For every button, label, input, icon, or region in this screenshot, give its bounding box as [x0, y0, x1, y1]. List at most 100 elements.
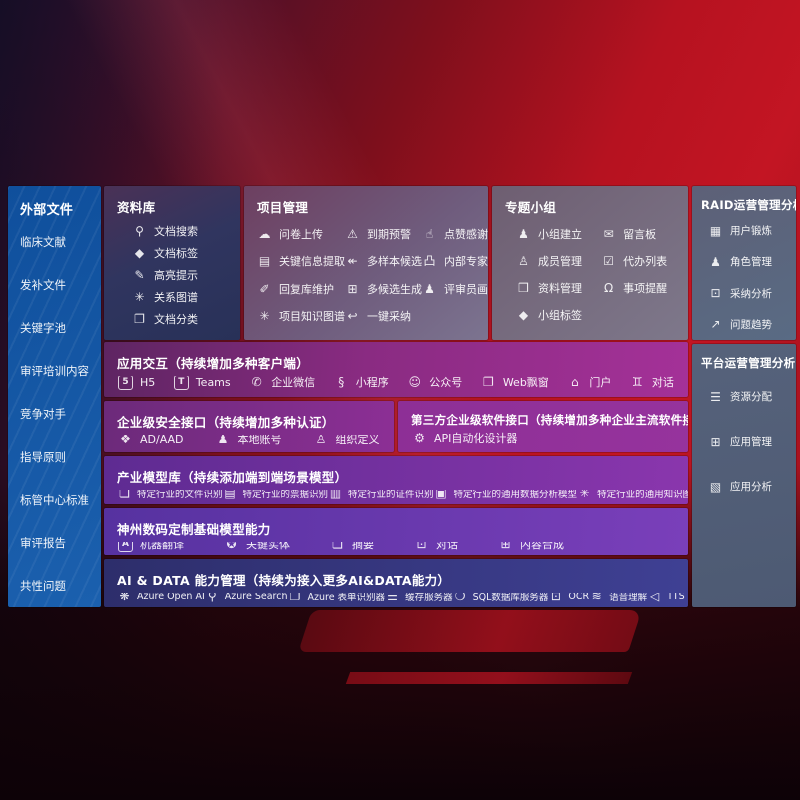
internal-expert-ranking: 凸内部专家排名	[422, 253, 488, 269]
person-icon: ♟	[424, 281, 435, 296]
doc-classification: ❐ 文档分类	[132, 311, 232, 327]
thumbs-up-icon: ☝	[425, 226, 434, 241]
local-account-label: 本地账号	[237, 435, 282, 446]
adopt-arrow-icon: ↩	[347, 309, 358, 324]
industry-file-recognition-label: 特定行业的文件识别	[137, 490, 223, 500]
ocr-label: OCR	[568, 593, 590, 602]
supplement-files: 发补文件	[8, 277, 101, 293]
tts: ◁ TTS	[647, 593, 685, 603]
project-knowledge-graph: ✳ 项目知识图谱	[257, 308, 345, 324]
openai-knot-icon: ❋	[119, 593, 130, 603]
topic-groups-title: 专题小组	[505, 200, 557, 215]
speaker-icon: ◁	[650, 593, 660, 603]
highlight-hints-label: 高亮提示	[154, 269, 198, 282]
h5-logo-icon: 5	[118, 376, 133, 390]
review-training-content-label: 审评培训内容	[20, 363, 89, 378]
file-icon: ❏	[119, 490, 130, 500]
tag-icon: ◆	[518, 307, 529, 322]
highlight-hints: ✎ 高亮提示	[132, 267, 232, 283]
app-management-label: 应用管理	[730, 436, 772, 448]
id-card-icon: ▥	[329, 490, 342, 500]
security-interface-title: 企业级安全接口（持续增加多种认证）	[117, 415, 335, 430]
keyword-pool-label: 关键字池	[20, 320, 66, 335]
form-scan-icon: ❐	[289, 593, 301, 603]
like-thanks: ☝ 点赞感谢	[422, 226, 488, 242]
web-popup-label: Web飘窗	[502, 376, 549, 389]
relation-graph-label: 关系图谱	[154, 291, 198, 304]
tts-label: TTS	[667, 593, 685, 602]
resource-allocation: ☰ 资源分配	[692, 389, 796, 404]
base-models-title: 神州数码定制基础模型能力	[117, 522, 271, 537]
api-auto-designer-label: API自动化设计器	[434, 432, 518, 445]
content-synthesis-label: 内容合成	[520, 542, 564, 551]
server-stack-icon: ☰	[387, 593, 398, 603]
reply-library-maintenance: ✐ 回复库维护	[257, 281, 345, 297]
gear-icon: ⚙	[414, 432, 425, 445]
material-management: ❒ 资料管理	[516, 280, 601, 296]
machine-translation-label: 机器翻译	[140, 542, 184, 551]
cache-server: ☰ 缓存服务器	[385, 593, 452, 603]
raid-analysis-title: RAID运营管理分析	[701, 198, 796, 212]
ai-data-title: AI & DATA 能力管理（持续为接入更多AI&DATA能力）	[117, 573, 451, 588]
background-red-slab	[298, 610, 642, 652]
teams-label: Teams	[195, 376, 231, 389]
ad-aad-label: AD/AAD	[140, 435, 184, 446]
doc-search-label: 文档搜索	[154, 225, 198, 238]
invoice-icon: ▤	[224, 490, 236, 500]
key-entities: ✪ 关键实体	[224, 542, 290, 552]
summary-doc-icon: ❏	[332, 542, 343, 551]
industry-models-row: 产业模型库（持续添加端到端场景模型） ❏ 特定行业的文件识别 ▤ 特定行业的票据识别 ▥…	[104, 456, 688, 504]
database-icon: ❍	[454, 593, 466, 603]
industry-id-recognition-label: 特定行业的证件识别	[348, 490, 434, 500]
app-interaction-items: 5 H5 T Teams ✆ 企业微信 § 小程序 ☺ 公众号 ❐ Web飘窗 ⌂ 门户 ♊ 对话	[104, 376, 688, 397]
library-list: ⚲ 文档搜索 ◆ 文档标签 ✎ 高亮提示 ✳ 关系图谱 ❐ 文档分类	[104, 220, 240, 340]
library-title: 资料库	[117, 200, 156, 215]
industry-general-data-analysis-model-label: 特定行业的通用数据分析模型	[453, 490, 578, 500]
sql-db-server-label: SQL数据库服务器	[472, 593, 549, 603]
platform-analysis-title: 平台运营管理分析	[701, 356, 796, 370]
org-definition: ♙ 组织定义	[314, 435, 380, 447]
project-management-title: 项目管理	[257, 200, 309, 215]
member-management: ♙ 成员管理	[516, 253, 601, 269]
review-reports: 审评报告	[8, 535, 101, 551]
industry-models-items: ❏ 特定行业的文件识别 ▤ 特定行业的票据识别 ▥ 特定行业的证件识别 ▣ 特定行业的通用数据…	[104, 490, 688, 504]
mini-program: § 小程序	[334, 376, 389, 390]
like-thanks-label: 点赞感谢	[444, 227, 488, 241]
group-creation: ♟ 小组建立	[516, 226, 601, 242]
account-icon: ♟	[217, 435, 229, 446]
event-reminder: Ω 事项提醒	[601, 280, 680, 296]
role-management-label: 角色管理	[730, 256, 772, 269]
analytics-icon: ▧	[709, 479, 722, 494]
wecom-bubble-icon: ✆	[251, 376, 262, 389]
reply-library-maintenance-label: 回复库维护	[279, 282, 334, 296]
ai-data-row: AI & DATA 能力管理（持续为接入更多AI&DATA能力） ❋ Azure …	[104, 559, 688, 607]
industry-general-knowledge-graph-model-label: 特定行业的通用知识图谱模型	[597, 490, 688, 500]
industry-general-knowledge-graph-model: ✳ 特定行业的通用知识图谱模型	[577, 490, 688, 500]
azure-form-recognizer-label: Azure 表单识别器	[307, 593, 386, 603]
member-management-label: 成员管理	[538, 254, 582, 268]
competitors-label: 竞争对手	[20, 406, 66, 421]
key-entities-label: 关键实体	[246, 542, 290, 551]
standards-center-label: 标管中心标准	[20, 492, 89, 507]
key-info-extraction: ▤ 关键信息提取	[257, 253, 345, 269]
thirdparty-interface-title: 第三方企业级软件接口（持续增加多种企业主流软件接口）	[411, 413, 688, 427]
external-files-list: 临床文献 发补文件 关键字池 审评培训内容 竞争对手 指导原则 标管中心标准 审评报告 共性问题	[8, 220, 101, 607]
common-issues-label: 共性问题	[20, 578, 66, 593]
clipboard-icon: ☑	[603, 253, 615, 268]
id-card-icon: ▦	[709, 223, 722, 238]
reply-arrows-icon: ↞	[347, 254, 358, 269]
portal-icon: ⌂	[571, 376, 579, 389]
review-training-content: 审评培训内容	[8, 363, 101, 379]
competitors: 竞争对手	[8, 406, 101, 422]
reviewer-profile: ♟ 评审员画像	[422, 281, 488, 297]
list-icon: ☰	[710, 389, 721, 404]
h5: 5 H5	[118, 376, 155, 390]
official-account: ☺ 公众号	[407, 376, 463, 390]
keyword-pool: 关键字池	[8, 320, 101, 336]
supplement-files-label: 发补文件	[20, 277, 66, 292]
industry-general-data-analysis-model: ▣ 特定行业的通用数据分析模型	[434, 490, 578, 500]
entity-shield-icon: ✪	[226, 542, 237, 551]
mini-program-label: 小程序	[355, 376, 389, 389]
project-knowledge-graph-label: 项目知识图谱	[279, 310, 345, 324]
